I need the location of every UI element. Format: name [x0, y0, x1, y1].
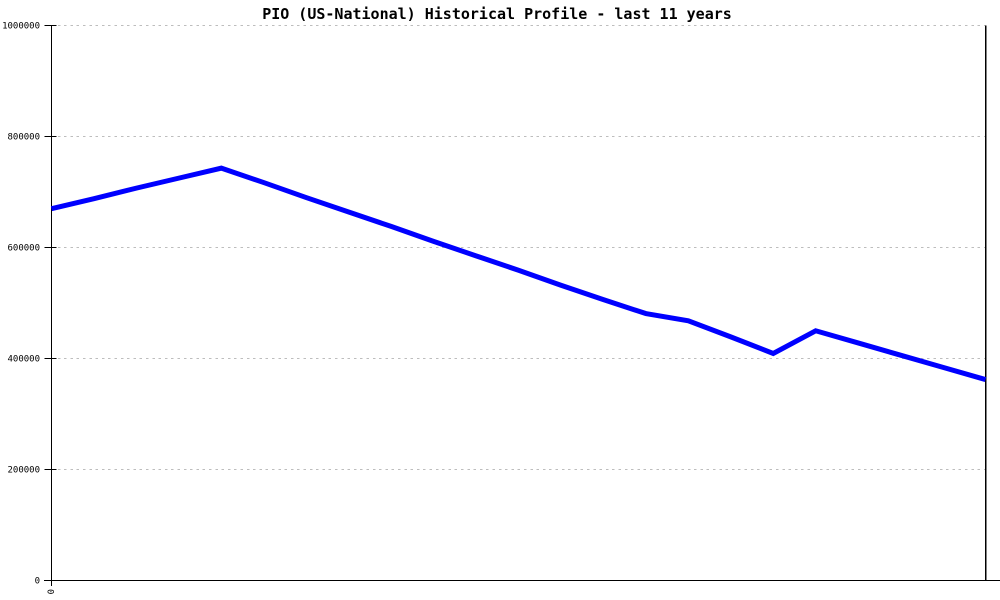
y-axis-tick-label: 0	[35, 577, 40, 587]
y-axis-tick-label: 800000	[7, 133, 40, 143]
gridlines	[51, 25, 986, 470]
y-axis-tick-label: 200000	[7, 466, 40, 476]
y-axis-tick-label: 600000	[7, 244, 40, 254]
data-series-line	[50, 165, 987, 382]
tick-labels: 0 200000 400000 600000 800000 1000000 0	[2, 22, 54, 595]
axes	[44, 25, 1000, 586]
y-axis-tick-label: 1000000	[2, 22, 40, 32]
y-axis-tick-label: 400000	[7, 355, 40, 365]
x-axis-tick-label: 0	[45, 589, 55, 594]
chart-title: PIO (US-National) Historical Profile - l…	[262, 5, 732, 23]
